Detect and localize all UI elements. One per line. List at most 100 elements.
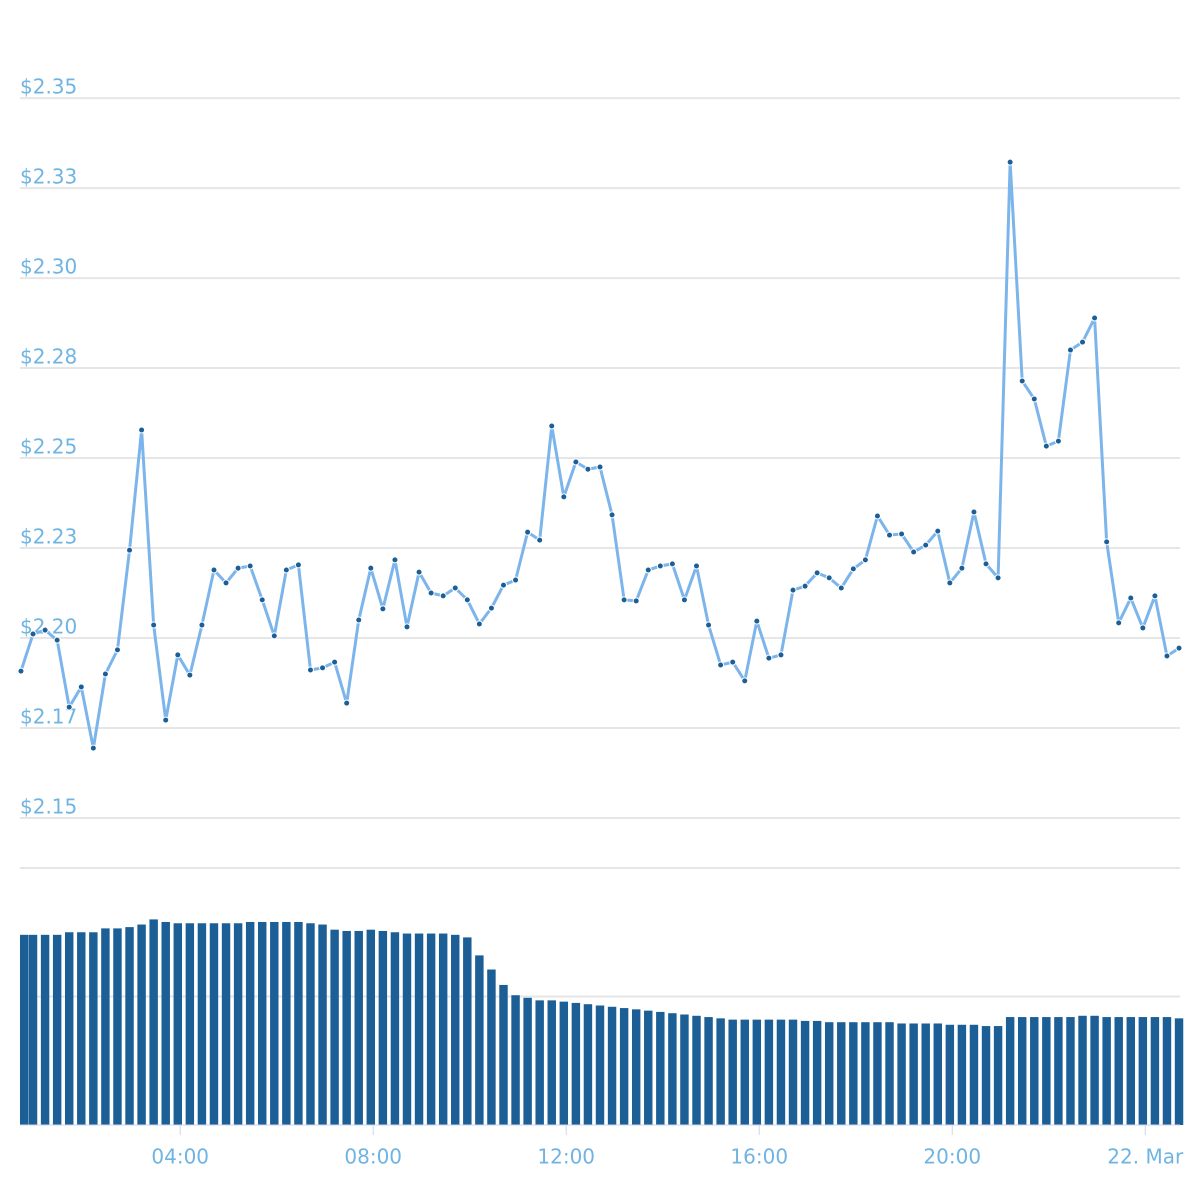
price-point [1018,377,1026,385]
price-point [680,596,688,604]
price-point [548,422,556,430]
y-tick-label: $2.23 [20,525,77,549]
price-point [898,530,906,538]
volume-bar [704,1017,713,1125]
price-point [186,671,194,679]
volume-bar [426,933,436,1125]
volume-bar [752,1019,762,1125]
volume-bar [788,1019,798,1125]
price-point [174,651,182,659]
price-point [319,664,327,672]
price-point [765,654,773,662]
volume-bar [861,1022,870,1125]
volume-bar [20,934,29,1125]
volume-bar [185,923,195,1125]
price-point [222,579,230,587]
x-tick-label: 04:00 [151,1145,209,1169]
price-point [512,576,520,584]
volume-bar [680,1014,689,1125]
price-point [391,556,399,564]
volume-bar [89,932,98,1125]
y-tick-label: $2.33 [20,165,77,189]
price-point [463,596,471,604]
price-point [886,531,894,539]
volume-bar [330,929,339,1125]
price-point [861,556,869,564]
price-point [198,621,206,629]
y-tick-label: $2.15 [20,794,77,818]
price-point [258,596,266,604]
price-point [89,744,97,752]
price-point [560,493,568,501]
volume-bar [656,1011,665,1125]
price-point [656,562,664,570]
price-point [379,605,387,613]
volume-bar [173,923,183,1125]
price-point [753,617,761,625]
price-point [608,511,616,519]
volume-bar [571,1002,581,1125]
price-point [717,661,725,669]
volume-bar [800,1020,810,1125]
x-tick-label: 20:00 [923,1145,981,1169]
x-tick-label: 08:00 [344,1145,402,1169]
volume-bar [1150,1017,1160,1125]
price-point [101,670,109,678]
price-point [1115,619,1123,627]
price-point [499,581,507,589]
price-point [487,604,495,612]
price-point [1151,592,1159,600]
volume-bar [728,1019,737,1125]
volume-bar [64,932,74,1125]
volume-bar [595,1005,605,1125]
volume-bar [981,1026,991,1125]
y-tick-label: $2.30 [20,255,77,279]
price-point [234,564,242,572]
volume-bar [1066,1017,1075,1125]
volume-bar [523,997,532,1125]
volume-bar [499,984,508,1125]
volume-bar [559,1001,569,1125]
price-point [584,465,592,473]
price-point [29,630,37,638]
volume-bar [366,929,376,1125]
volume-bar [306,923,315,1125]
price-point [113,646,121,654]
price-point [403,623,411,631]
volume-bar [1054,1017,1063,1125]
price-point [162,716,170,724]
price-point [958,564,966,572]
volume-bar [897,1023,906,1125]
price-point [210,566,218,574]
volume-bar [740,1019,749,1125]
price-point [1042,442,1050,450]
volume-bar [583,1004,593,1125]
volume-bar [101,928,110,1125]
price-point [17,667,25,675]
price-point [813,569,821,577]
price-point [693,562,701,570]
price-point [282,566,290,574]
volume-bar [1090,1015,1099,1125]
price-point [41,626,49,634]
volume-bar [1174,1018,1184,1125]
volume-bar [342,930,351,1125]
volume-bar [716,1018,725,1125]
price-point [825,574,833,582]
volume-bar [921,1023,930,1125]
price-point [632,597,640,605]
x-tick-label: 12:00 [537,1145,595,1169]
volume-bar [318,924,327,1125]
price-point [367,564,375,572]
volume-bar [764,1019,774,1125]
volume-bar [1114,1017,1123,1125]
volume-bar [1030,1017,1039,1125]
price-point [270,632,278,640]
price-point [849,565,857,573]
price-point [1103,538,1111,546]
volume-bar [1005,1017,1015,1125]
price-point [741,677,749,685]
volume-bar [1078,1015,1087,1125]
price-point [246,562,254,570]
price-point [801,582,809,590]
